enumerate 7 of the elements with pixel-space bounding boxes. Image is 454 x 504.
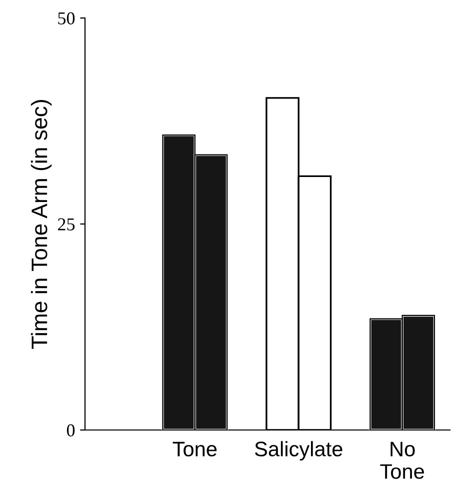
x-tick-label: Tone [172, 442, 217, 456]
y-tick-label: 0 [66, 424, 75, 436]
y-axis-title: Time in Tone Arm (in sec) [30, 100, 52, 349]
x-tick-label: No Tone [380, 442, 424, 479]
x-tick-label: Salicylate [254, 441, 342, 461]
y-tick-label: 50 [58, 12, 75, 24]
y-tick-label: 25 [58, 218, 75, 230]
